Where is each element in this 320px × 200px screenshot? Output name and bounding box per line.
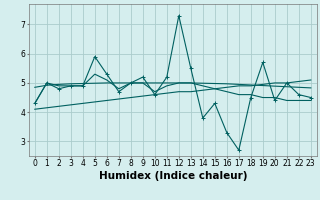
- X-axis label: Humidex (Indice chaleur): Humidex (Indice chaleur): [99, 171, 247, 181]
